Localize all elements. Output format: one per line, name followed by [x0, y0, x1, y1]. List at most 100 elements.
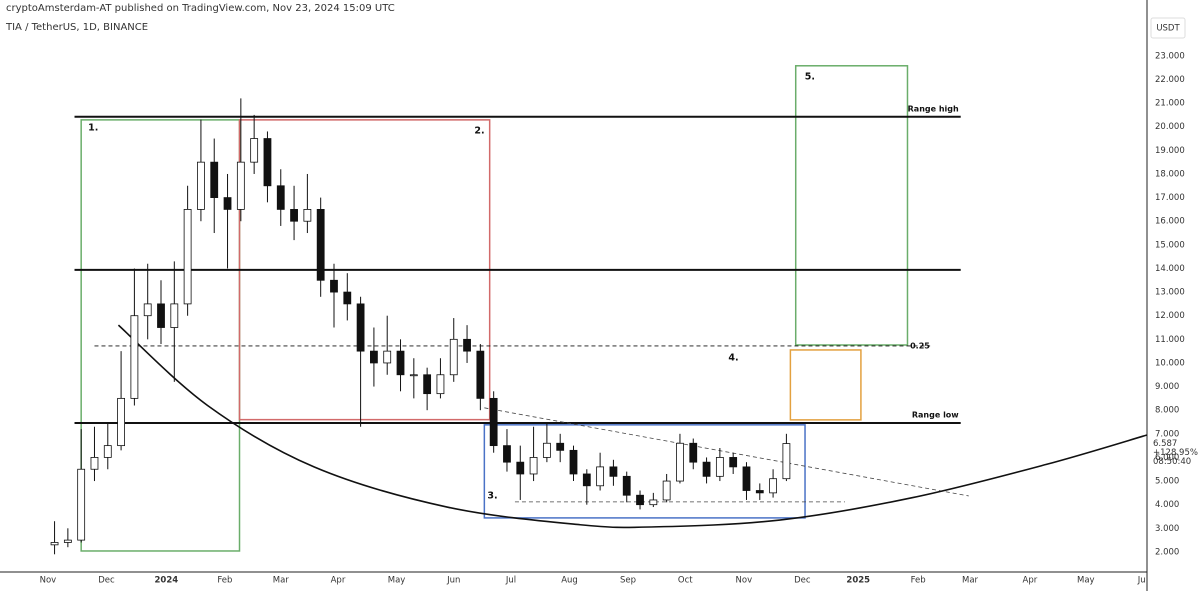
currency-label: USDT — [1156, 24, 1180, 34]
y-tick-label: 13.000 — [1155, 288, 1185, 298]
x-tick-label: Jun — [446, 576, 460, 586]
y-tick-label: 6.000 — [1155, 453, 1179, 463]
candle-body — [197, 161, 205, 210]
candle-body — [729, 457, 738, 468]
zone-label: 2. — [474, 125, 484, 136]
y-tick-label: 2.000 — [1155, 547, 1179, 557]
x-tick-label: Apr — [1023, 576, 1038, 586]
candle-body — [636, 494, 644, 506]
candle-body — [223, 197, 232, 210]
candle-body — [77, 468, 86, 541]
zone-label: 3. — [487, 490, 497, 501]
x-tick-label: Ju — [1137, 576, 1146, 586]
candle-body — [103, 445, 112, 458]
y-tick-label: 16.000 — [1155, 217, 1185, 227]
candle-body — [356, 303, 365, 352]
candle-body — [316, 209, 325, 281]
candle-body — [622, 475, 631, 496]
y-tick-label: 12.000 — [1155, 311, 1185, 321]
candle-body — [542, 442, 551, 458]
candle-body — [715, 457, 724, 477]
candle-body — [383, 350, 392, 364]
candle-body — [170, 303, 179, 328]
candle-body — [330, 279, 338, 293]
y-tick-label: 21.000 — [1155, 99, 1185, 109]
candle-body — [503, 445, 511, 463]
candle-body — [676, 442, 684, 482]
last-price: 6.587 — [1153, 439, 1177, 449]
x-tick-label: 2025 — [846, 576, 870, 586]
zone-box — [794, 65, 909, 346]
candle-body — [662, 480, 671, 501]
candle-body — [276, 185, 285, 210]
candle-body — [143, 303, 152, 317]
x-tick-label: Nov — [40, 576, 57, 586]
y-tick-label: 23.000 — [1155, 51, 1185, 61]
x-tick-label: Mar — [962, 576, 979, 586]
x-tick-label: Feb — [217, 576, 232, 586]
zone-box — [483, 424, 806, 519]
x-tick-label: Apr — [331, 576, 346, 586]
y-tick-label: 15.000 — [1155, 240, 1185, 250]
level-label: 0.25 — [910, 341, 930, 350]
candle-body — [596, 466, 605, 487]
candle-body — [436, 374, 445, 395]
change-label: +128.95% — [1153, 448, 1198, 458]
y-tick-label: 7.000 — [1155, 429, 1179, 439]
candle-body — [449, 338, 458, 376]
candle-body — [423, 374, 432, 395]
candle-body — [303, 209, 312, 222]
candle-body — [63, 539, 72, 543]
candle-body — [689, 442, 698, 463]
bowl-curve — [117, 324, 1148, 529]
x-tick-label: Jul — [505, 576, 516, 586]
x-tick-label: Aug — [561, 576, 578, 586]
y-tick-label: 9.000 — [1155, 382, 1179, 392]
candle-body — [157, 303, 165, 328]
candle-body — [476, 350, 485, 399]
candle-body — [90, 457, 99, 470]
x-tick-label: May — [1077, 576, 1095, 586]
x-tick-label: 2024 — [154, 576, 178, 586]
candle-body — [370, 350, 378, 364]
candle-body — [210, 161, 219, 198]
candle-body — [702, 461, 711, 477]
y-tick-label: 19.000 — [1155, 146, 1185, 156]
y-tick-label: 20.000 — [1155, 122, 1185, 132]
y-tick-label: 22.000 — [1155, 75, 1185, 85]
y-tick-label: 17.000 — [1155, 193, 1185, 203]
x-tick-label: Feb — [911, 576, 926, 586]
countdown-label: 08:50:40 — [1153, 457, 1191, 467]
candle-body — [130, 315, 139, 399]
candle-body — [263, 138, 272, 187]
candle-body — [396, 350, 405, 376]
candle-body — [236, 161, 245, 210]
x-tick-label: Sep — [620, 576, 636, 586]
y-tick-label: 5.000 — [1155, 477, 1179, 487]
candle-body — [755, 490, 764, 494]
x-tick-label: Oct — [678, 576, 693, 586]
zone-label: 5. — [805, 71, 815, 82]
y-tick-label: 18.000 — [1155, 169, 1185, 179]
x-tick-label: Nov — [736, 576, 753, 586]
currency-box — [1150, 17, 1186, 39]
candle-body — [343, 291, 352, 305]
candle-body — [529, 457, 538, 475]
x-tick-label: Mar — [273, 576, 290, 586]
candle-body — [516, 461, 525, 475]
candle-body — [409, 374, 418, 377]
x-tick-label: Dec — [98, 576, 115, 586]
publisher-line: cryptoAmsterdam-AT published on TradingV… — [6, 3, 395, 14]
level-label: Range high — [908, 104, 959, 113]
candle-body — [649, 499, 658, 506]
y-tick-label: 10.000 — [1155, 358, 1185, 368]
x-tick-label: May — [388, 576, 406, 586]
zone-box — [789, 349, 862, 421]
candle-body — [489, 397, 498, 447]
candle-body — [569, 449, 578, 475]
candle-body — [290, 209, 298, 222]
candle-body — [117, 397, 125, 447]
candle-body — [769, 478, 777, 494]
candle-body — [463, 338, 471, 352]
